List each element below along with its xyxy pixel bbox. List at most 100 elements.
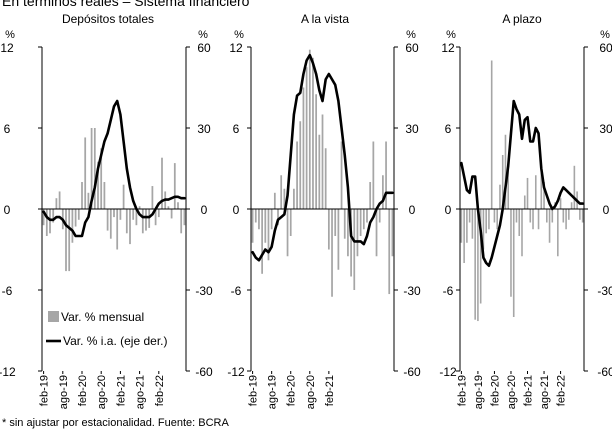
bar — [496, 209, 498, 230]
line-series — [460, 99, 584, 268]
x-tick-label: ago-19 — [267, 375, 279, 409]
x-tick-label: feb-20 — [77, 375, 89, 406]
bar — [573, 165, 576, 209]
bar — [308, 49, 311, 210]
bar — [315, 94, 318, 209]
right-tick-label: 60 — [197, 41, 211, 55]
chart-title: Depósitos totales — [62, 12, 154, 26]
bar — [482, 209, 485, 250]
bar — [283, 188, 286, 209]
bar — [382, 175, 384, 209]
bar — [87, 192, 90, 209]
bar — [518, 209, 521, 236]
bar — [532, 209, 534, 230]
bar — [529, 209, 532, 223]
bar — [537, 209, 540, 230]
bar — [474, 209, 476, 320]
bar — [512, 209, 515, 317]
x-tick-label: feb-22 — [556, 375, 568, 406]
right-tick-label: 60 — [599, 41, 612, 55]
bar — [77, 209, 80, 220]
bar — [286, 209, 289, 257]
bar — [559, 198, 562, 209]
bar — [58, 191, 61, 209]
bar — [299, 121, 302, 209]
left-tick-label: 6 — [233, 122, 240, 136]
bar — [129, 209, 131, 245]
bar — [264, 209, 267, 243]
bar — [507, 164, 510, 209]
bar — [289, 209, 292, 236]
x-tick-label: feb-20 — [286, 375, 298, 406]
bar — [71, 209, 74, 243]
x-tick-label: ago-21 — [539, 375, 551, 409]
right-tick-label: 30 — [405, 122, 419, 136]
bar — [103, 182, 106, 209]
bar — [93, 128, 96, 209]
bar — [543, 182, 545, 209]
bar — [109, 209, 112, 239]
bar — [132, 209, 135, 220]
bar — [277, 209, 279, 226]
bar — [327, 209, 330, 250]
legend: Var. % mensual Var. % i.a. (eje der.) — [46, 310, 168, 348]
bar — [81, 182, 83, 209]
bar — [52, 209, 55, 223]
bar — [499, 184, 501, 209]
bar — [251, 209, 254, 243]
bar — [362, 209, 365, 230]
bar — [55, 198, 58, 209]
bar — [151, 186, 154, 209]
bar — [526, 177, 529, 209]
bar — [334, 209, 337, 236]
bar — [521, 209, 523, 257]
left-unit-label: % — [446, 29, 456, 41]
bar — [296, 141, 298, 209]
bar — [340, 141, 343, 209]
left-tick-label: -12 — [439, 365, 457, 379]
bar — [42, 209, 45, 226]
bar — [337, 209, 340, 270]
right-unit-label: % — [600, 29, 610, 41]
bar — [170, 209, 173, 219]
bar — [466, 209, 468, 243]
bar — [468, 209, 471, 223]
bar — [548, 209, 551, 243]
line-series — [42, 99, 186, 238]
left-tick-label: 0 — [445, 203, 452, 217]
bar — [388, 209, 391, 295]
bar — [261, 209, 263, 274]
left-tick-label: 0 — [4, 203, 11, 217]
bar — [302, 87, 305, 209]
x-tick-label: ago-20 — [96, 375, 108, 409]
left-tick-label: 12 — [441, 41, 455, 55]
bar — [138, 206, 141, 209]
chart-title: A la vista — [301, 12, 349, 26]
bar — [510, 209, 512, 297]
bar — [119, 209, 122, 220]
bar — [579, 209, 581, 220]
x-tick-label: ago-21 — [135, 375, 147, 409]
bar — [100, 148, 103, 209]
bar — [551, 209, 554, 223]
bar — [343, 209, 346, 239]
bar — [116, 209, 119, 250]
x-tick-label: feb-20 — [489, 375, 501, 406]
bar — [359, 209, 362, 236]
bar — [293, 188, 295, 209]
right-tick-label: -60 — [403, 365, 421, 379]
bar — [504, 134, 507, 209]
bar — [353, 209, 356, 290]
bar — [493, 209, 496, 223]
bar — [540, 168, 543, 209]
bar — [177, 202, 179, 209]
x-tick-label: ago-19 — [58, 375, 70, 409]
bar — [135, 209, 138, 226]
bar — [471, 209, 474, 239]
bar — [356, 209, 359, 257]
bar — [391, 209, 394, 257]
bar — [515, 209, 518, 223]
bar — [125, 209, 128, 234]
